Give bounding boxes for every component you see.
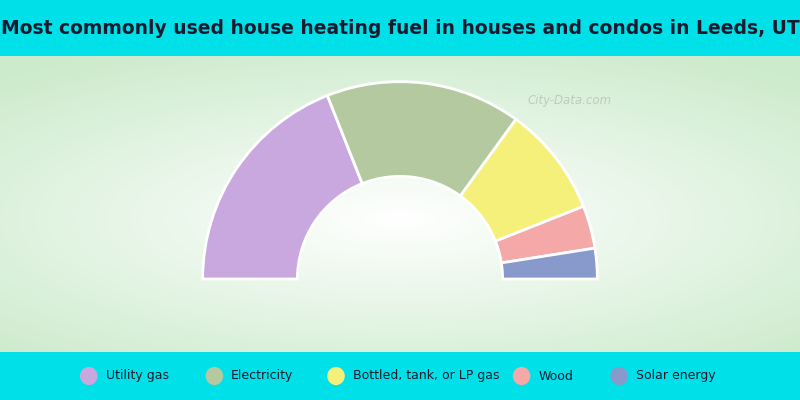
Wedge shape (327, 82, 516, 196)
Text: Electricity: Electricity (231, 370, 294, 382)
Text: Most commonly used house heating fuel in houses and condos in Leeds, UT: Most commonly used house heating fuel in… (1, 18, 799, 38)
Wedge shape (460, 119, 583, 241)
Wedge shape (502, 248, 598, 279)
Ellipse shape (327, 367, 345, 385)
Wedge shape (495, 206, 595, 263)
Text: Wood: Wood (538, 370, 574, 382)
Ellipse shape (513, 367, 530, 385)
Text: Bottled, tank, or LP gas: Bottled, tank, or LP gas (353, 370, 499, 382)
Ellipse shape (80, 367, 98, 385)
Text: City-Data.com: City-Data.com (528, 94, 612, 107)
Wedge shape (202, 96, 362, 279)
Ellipse shape (610, 367, 628, 385)
Ellipse shape (206, 367, 223, 385)
Text: Solar energy: Solar energy (636, 370, 716, 382)
Text: Utility gas: Utility gas (106, 370, 169, 382)
